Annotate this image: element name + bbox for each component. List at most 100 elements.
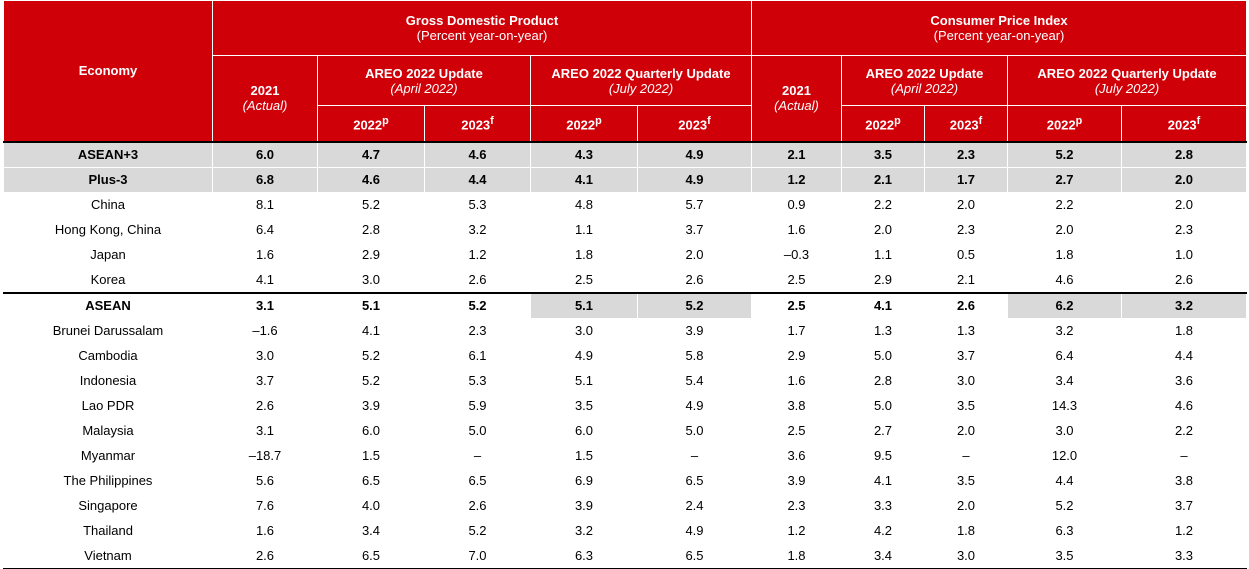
cpi-value-cell: 4.1 bbox=[841, 467, 925, 494]
gdp-value-cell: 5.1 bbox=[530, 291, 638, 319]
gdp-value-cell: 3.5 bbox=[530, 392, 638, 419]
cpi-value-cell: 4.6 bbox=[1121, 392, 1247, 419]
cpi-value-cell: 6.4 bbox=[1007, 342, 1122, 369]
table-row: The Philippines 5.6 6.5 6.5 6.9 6.5 3.9 4.1 3.5 4… bbox=[3, 467, 1247, 494]
cpi-value-cell: 2.3 bbox=[1121, 216, 1247, 243]
gdp-value-cell: 4.1 bbox=[317, 317, 425, 344]
gdp-value-cell: 3.7 bbox=[637, 216, 752, 243]
cpi-value-cell: 5.0 bbox=[841, 342, 925, 369]
cpi-value-cell: 1.8 bbox=[751, 542, 842, 569]
cpi-value-cell: 2.3 bbox=[751, 492, 842, 519]
cpi-value-cell: – bbox=[1121, 442, 1247, 469]
gdp-value-cell: 2.4 bbox=[637, 492, 752, 519]
gdp-value-cell: 5.3 bbox=[424, 367, 531, 394]
cpi-value-cell: 5.2 bbox=[1007, 492, 1122, 519]
gdp-value-cell: 3.0 bbox=[212, 342, 318, 369]
gdp-value-cell: 5.2 bbox=[317, 367, 425, 394]
table-row: China 8.1 5.2 5.3 4.8 5.7 0.9 2.2 2.0 2.2 2.0 bbox=[3, 191, 1247, 218]
cpi-value-cell: 5.2 bbox=[1007, 140, 1122, 168]
gdp-value-cell: 4.6 bbox=[424, 140, 531, 168]
gdp-value-cell: 2.5 bbox=[530, 266, 638, 293]
gdp-value-cell: 3.0 bbox=[317, 266, 425, 293]
gdp-value-cell: 1.8 bbox=[530, 241, 638, 268]
gdp-value-cell: 4.6 bbox=[317, 166, 425, 193]
gdp-value-cell: 7.0 bbox=[424, 542, 531, 569]
gdp-value-cell: 5.2 bbox=[424, 291, 531, 319]
cpi-value-cell: 3.0 bbox=[1007, 417, 1122, 444]
cpi-update-2023-header: 2023f bbox=[924, 105, 1008, 142]
gdp-value-cell: –1.6 bbox=[212, 317, 318, 344]
gdp-value-cell: 5.2 bbox=[637, 291, 752, 319]
cpi-value-cell: 3.4 bbox=[1007, 367, 1122, 394]
gdp-value-cell: 2.6 bbox=[212, 542, 318, 569]
gdp-value-cell: 3.1 bbox=[212, 291, 318, 319]
cpi-value-cell: 0.5 bbox=[924, 241, 1008, 268]
cpi-value-cell: 3.3 bbox=[841, 492, 925, 519]
cpi-areo-update-header: AREO 2022 Update (April 2022) bbox=[841, 55, 1008, 106]
economy-name: Hong Kong, China bbox=[3, 216, 213, 243]
gdp-value-cell: 2.6 bbox=[212, 392, 318, 419]
cpi-quarterly-2022-header: 2022p bbox=[1007, 105, 1122, 142]
gdp-value-cell: 6.5 bbox=[317, 467, 425, 494]
economy-name: ASEAN+3 bbox=[3, 140, 213, 168]
cpi-value-cell: 2.5 bbox=[751, 266, 842, 293]
cpi-value-cell: 2.3 bbox=[924, 140, 1008, 168]
cpi-value-cell: 1.7 bbox=[924, 166, 1008, 193]
gdp-value-cell: 5.0 bbox=[424, 417, 531, 444]
cpi-value-cell: 3.5 bbox=[1007, 542, 1122, 569]
gdp-value-cell: 4.9 bbox=[637, 392, 752, 419]
gdp-value-cell: 2.6 bbox=[424, 266, 531, 293]
gdp-value-cell: 3.1 bbox=[212, 417, 318, 444]
table-row: Hong Kong, China 6.4 2.8 3.2 1.1 3.7 1.6 2.0 2.3… bbox=[3, 216, 1247, 243]
cpi-value-cell: 2.2 bbox=[841, 191, 925, 218]
gdp-value-cell: 1.6 bbox=[212, 241, 318, 268]
gdp-value-cell: 3.9 bbox=[530, 492, 638, 519]
cpi-value-cell: 2.2 bbox=[1007, 191, 1122, 218]
gdp-value-cell: 2.8 bbox=[317, 216, 425, 243]
cpi-value-cell: 2.7 bbox=[841, 417, 925, 444]
gdp-value-cell: 3.9 bbox=[637, 317, 752, 344]
gdp-value-cell: – bbox=[424, 442, 531, 469]
gdp-value-cell: 3.9 bbox=[317, 392, 425, 419]
gdp-value-cell: 4.1 bbox=[212, 266, 318, 293]
cpi-value-cell: 4.6 bbox=[1007, 266, 1122, 293]
gdp-value-cell: –18.7 bbox=[212, 442, 318, 469]
cpi-value-cell: 3.5 bbox=[841, 140, 925, 168]
gdp-value-cell: 5.7 bbox=[637, 191, 752, 218]
cpi-value-cell: 3.7 bbox=[924, 342, 1008, 369]
cpi-value-cell: 0.9 bbox=[751, 191, 842, 218]
cpi-value-cell: 3.2 bbox=[1121, 291, 1247, 319]
cpi-value-cell: 2.9 bbox=[841, 266, 925, 293]
cpi-value-cell: 1.6 bbox=[751, 367, 842, 394]
gdp-quarterly-2022-header: 2022p bbox=[530, 105, 638, 142]
table-row: Korea 4.1 3.0 2.6 2.5 2.6 2.5 2.9 2.1 4.6 2.6 bbox=[3, 266, 1247, 293]
cpi-value-cell: 3.7 bbox=[1121, 492, 1247, 519]
cpi-value-cell: 2.0 bbox=[1007, 216, 1122, 243]
gdp-value-cell: 1.2 bbox=[424, 241, 531, 268]
gdp-value-cell: 2.6 bbox=[637, 266, 752, 293]
cpi-value-cell: 1.8 bbox=[924, 517, 1008, 544]
cpi-2021-header: 2021 (Actual) bbox=[751, 55, 842, 142]
gdp-value-cell: 8.1 bbox=[212, 191, 318, 218]
gdp-value-cell: 5.2 bbox=[317, 342, 425, 369]
table-body: ASEAN+3 6.0 4.7 4.6 4.3 4.9 2.1 3.5 2.3 5.2 2.8 Plu… bbox=[3, 140, 1247, 569]
gdp-value-cell: 5.1 bbox=[530, 367, 638, 394]
gdp-value-cell: 4.0 bbox=[317, 492, 425, 519]
cpi-value-cell: 3.9 bbox=[751, 467, 842, 494]
economy-name: Indonesia bbox=[3, 367, 213, 394]
cpi-value-cell: 1.2 bbox=[751, 517, 842, 544]
gdp-value-cell: 5.2 bbox=[317, 191, 425, 218]
gdp-value-cell: 5.0 bbox=[637, 417, 752, 444]
cpi-value-cell: 6.3 bbox=[1007, 517, 1122, 544]
table-row: Thailand 1.6 3.4 5.2 3.2 4.9 1.2 4.2 1.8 6.3 1.2 bbox=[3, 517, 1247, 544]
cpi-value-cell: 2.1 bbox=[751, 140, 842, 168]
cpi-value-cell: 3.8 bbox=[1121, 467, 1247, 494]
gdp-value-cell: 6.5 bbox=[317, 542, 425, 569]
gdp-update-2022-header: 2022p bbox=[317, 105, 425, 142]
cpi-value-cell: 2.8 bbox=[1121, 140, 1247, 168]
table-row: Brunei Darussalam –1.6 4.1 2.3 3.0 3.9 1.7 1.3 1… bbox=[3, 317, 1247, 344]
cpi-update-2022-header: 2022p bbox=[841, 105, 925, 142]
table-row: ASEAN 3.1 5.1 5.2 5.1 5.2 2.5 4.1 2.6 6.2 3.2 bbox=[3, 291, 1247, 319]
economy-name: Singapore bbox=[3, 492, 213, 519]
gdp-value-cell: 2.9 bbox=[317, 241, 425, 268]
